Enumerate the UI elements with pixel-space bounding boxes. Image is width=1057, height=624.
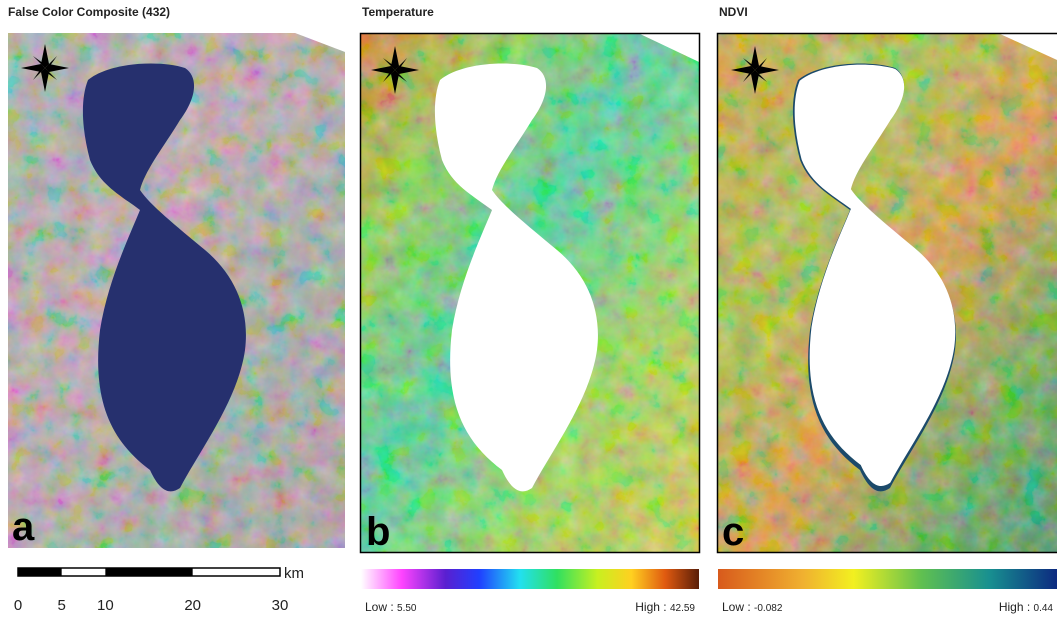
panel-title: Temperature bbox=[362, 5, 434, 19]
panel-c: NDVI c Low : -0.082 High : 0.44 bbox=[718, 5, 1057, 614]
panel-letter: a bbox=[12, 505, 35, 549]
scale-unit: km bbox=[284, 565, 304, 582]
panel-b: Temperature b Low : 5.50 High : 42.59 bbox=[361, 5, 700, 614]
scale-segment bbox=[105, 568, 192, 576]
panel-letter: c bbox=[722, 510, 744, 554]
panel-title: False Color Composite (432) bbox=[8, 5, 170, 19]
legend-high-label: High : 0.44 bbox=[999, 600, 1054, 614]
scale-tick-label: 5 bbox=[57, 597, 65, 614]
panel-title: NDVI bbox=[719, 5, 748, 19]
scale-tick-label: 10 bbox=[97, 597, 114, 614]
scale-tick-label: 30 bbox=[272, 597, 289, 614]
panel-a: False Color Composite (432) a 0 5 10 20 30 k… bbox=[8, 5, 345, 614]
scale-bar: 0 5 10 20 30 bbox=[14, 568, 289, 614]
legend-low-label: Low : -0.082 bbox=[722, 600, 783, 614]
scale-tick-label: 20 bbox=[184, 597, 201, 614]
color-bar bbox=[361, 569, 699, 589]
scale-segment bbox=[18, 568, 62, 576]
legend-high-label: High : 42.59 bbox=[635, 600, 695, 614]
legend-low-label: Low : 5.50 bbox=[365, 600, 417, 614]
figure: False Color Composite (432) a 0 5 10 20 30 k… bbox=[0, 0, 1057, 624]
scale-tick-label: 0 bbox=[14, 597, 22, 614]
panel-letter: b bbox=[366, 510, 390, 554]
color-bar bbox=[718, 569, 1057, 589]
